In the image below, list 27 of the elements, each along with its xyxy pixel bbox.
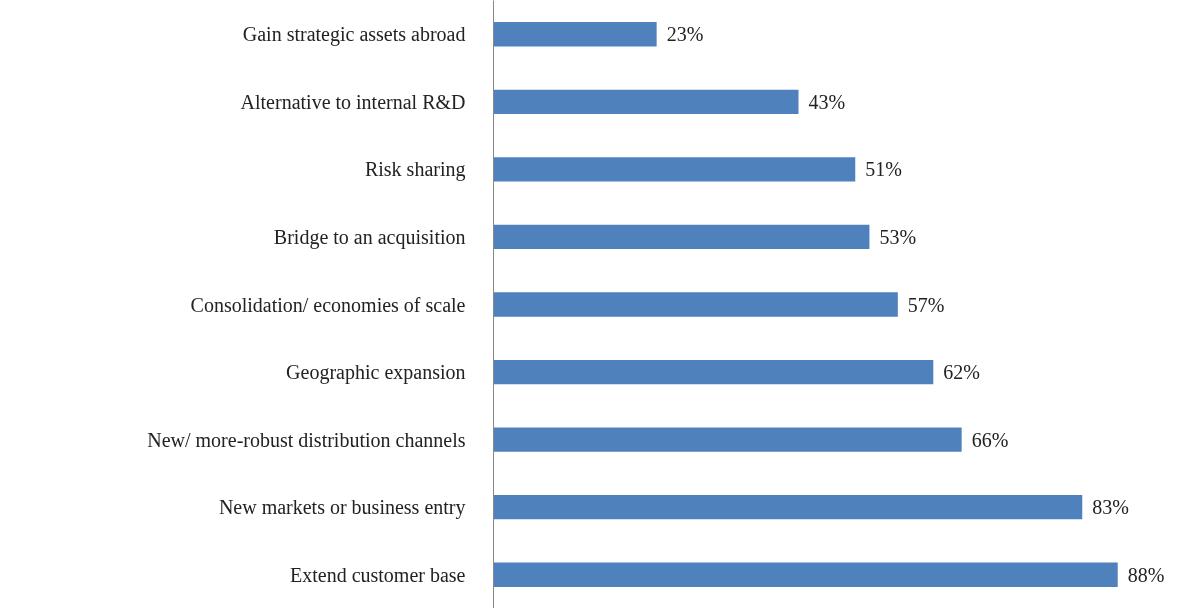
data-label: 83% (1092, 496, 1129, 519)
bar (493, 562, 1118, 587)
y-tick-label: Bridge to an acquisition (273, 225, 466, 249)
bar (493, 359, 934, 385)
y-tick-label: Extend customer base (290, 563, 466, 586)
bar (493, 224, 870, 250)
y-tick-label: New markets or business entry (218, 496, 466, 520)
data-label: 43% (808, 90, 846, 113)
y-tick-label: Alternative to internal R&D (240, 90, 466, 113)
bar (493, 157, 856, 182)
bar (493, 427, 962, 452)
bar (493, 495, 1083, 520)
data-label: 53% (879, 225, 917, 248)
y-tick-label: Consolidation/ economies of scale (190, 293, 466, 316)
data-label: 23% (666, 23, 704, 46)
bar (493, 89, 799, 114)
data-label: 88% (1127, 563, 1165, 586)
bar (493, 22, 657, 47)
bar (493, 292, 898, 317)
y-tick-label: New/ more-robust distribution channels (147, 428, 466, 451)
data-label: 51% (865, 158, 902, 181)
y-tick-label: Geographic expansion (286, 361, 466, 385)
data-label: 62% (943, 361, 980, 384)
data-label: 66% (971, 428, 1009, 451)
y-tick-label: Gain strategic assets abroad (242, 23, 466, 47)
data-label: 57% (907, 293, 945, 316)
y-tick-label: Risk sharing (364, 158, 466, 182)
